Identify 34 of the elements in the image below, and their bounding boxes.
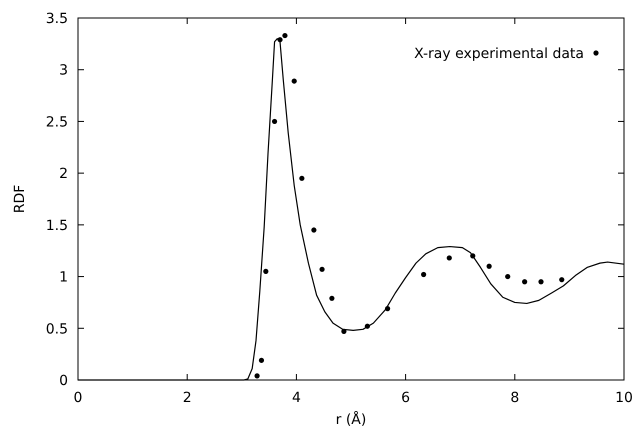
point bbox=[282, 32, 288, 38]
point bbox=[319, 266, 325, 272]
point bbox=[446, 255, 452, 261]
y-tick-label: 2.5 bbox=[46, 114, 68, 130]
y-tick-label: 3 bbox=[59, 62, 68, 79]
point bbox=[505, 274, 510, 280]
point bbox=[538, 279, 544, 284]
point bbox=[329, 296, 334, 301]
point bbox=[299, 176, 304, 181]
y-tick-label: 0 bbox=[59, 373, 68, 389]
y-tick-label: 3.5 bbox=[46, 11, 68, 27]
x-tick-label: 10 bbox=[615, 390, 633, 406]
y-tick-label: 0.5 bbox=[46, 321, 68, 338]
point bbox=[263, 268, 268, 274]
y-axis-title: RDF bbox=[12, 184, 28, 214]
point bbox=[522, 279, 528, 284]
x-tick-label: 2 bbox=[182, 390, 192, 406]
point bbox=[311, 227, 316, 233]
point bbox=[486, 264, 492, 269]
x-tick-label: 8 bbox=[510, 390, 520, 406]
x-axis-title: r (Å) bbox=[336, 411, 366, 426]
y-tick-label: 1 bbox=[59, 270, 68, 286]
point bbox=[254, 373, 260, 378]
point bbox=[421, 272, 426, 278]
x-tick-label: 4 bbox=[292, 390, 301, 406]
point bbox=[292, 78, 297, 84]
point bbox=[272, 118, 278, 124]
point bbox=[258, 358, 264, 363]
x-tick-label: 0 bbox=[74, 390, 82, 406]
y-tick-label: 1.5 bbox=[46, 218, 68, 234]
x-tick-label: 6 bbox=[401, 390, 410, 406]
point bbox=[559, 277, 564, 282]
y-tick-label: 2 bbox=[59, 166, 68, 182]
legend-entry: X-ray experimental data bbox=[414, 46, 599, 62]
